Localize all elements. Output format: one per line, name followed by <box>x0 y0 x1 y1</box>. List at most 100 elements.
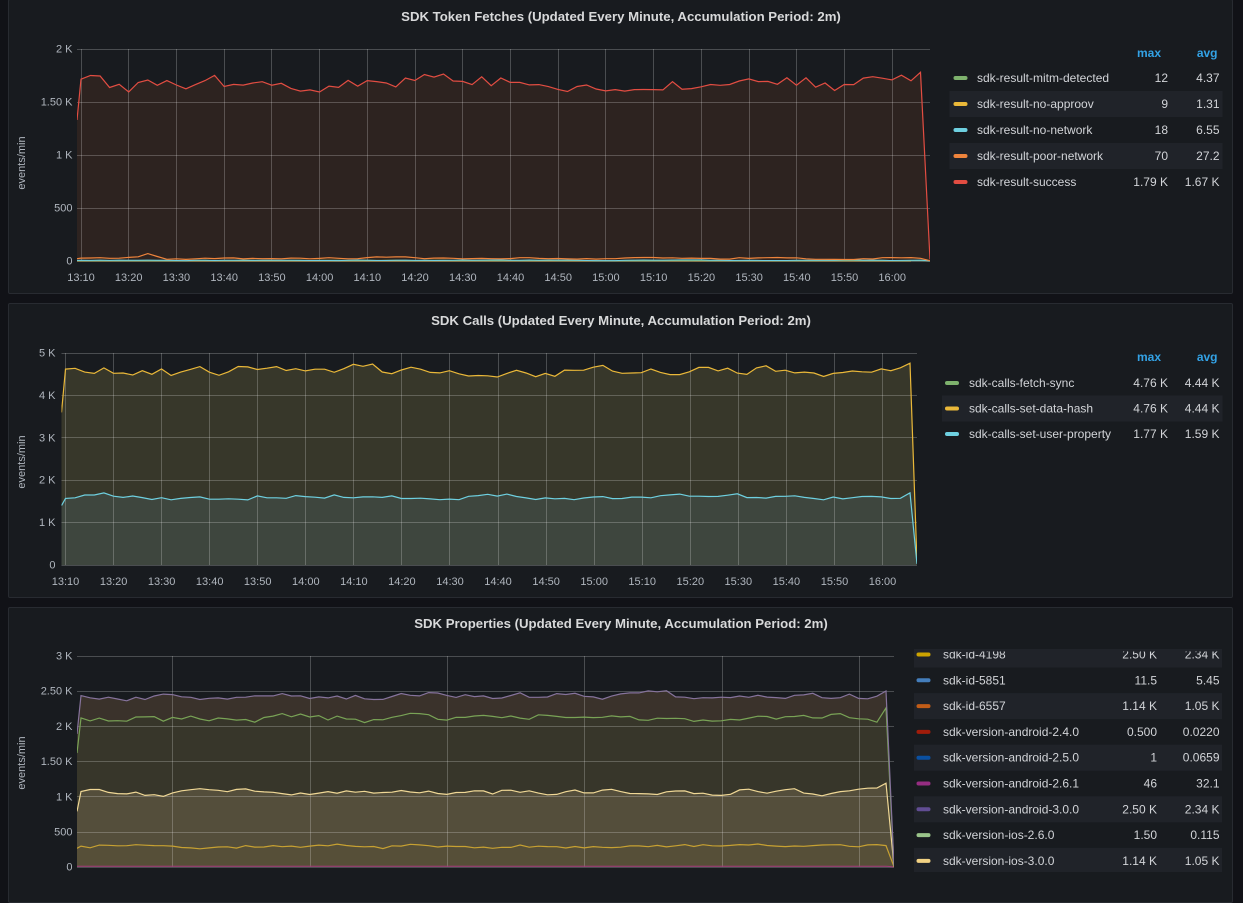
svg-text:sdk-id-4198: sdk-id-4198 <box>943 648 1006 662</box>
svg-text:sdk-id-5851: sdk-id-5851 <box>943 673 1006 687</box>
svg-text:500: 500 <box>54 827 72 839</box>
svg-text:1.50: 1.50 <box>1134 828 1158 842</box>
svg-text:14:30: 14:30 <box>436 576 464 588</box>
svg-text:14:00: 14:00 <box>306 272 334 284</box>
svg-text:1.50 K: 1.50 K <box>41 756 73 768</box>
svg-text:46: 46 <box>1144 777 1158 791</box>
svg-text:15:50: 15:50 <box>821 576 849 588</box>
svg-text:SDK Token Fetches (Updated Eve: SDK Token Fetches (Updated Every Minute,… <box>401 9 841 24</box>
svg-text:13:20: 13:20 <box>115 272 143 284</box>
svg-text:15:00: 15:00 <box>580 576 608 588</box>
svg-text:1.59 K: 1.59 K <box>1185 427 1220 441</box>
svg-text:1.77 K: 1.77 K <box>1133 427 1168 441</box>
svg-text:max: max <box>1137 46 1161 60</box>
svg-text:1.67 K: 1.67 K <box>1185 175 1220 189</box>
svg-text:14:20: 14:20 <box>401 272 429 284</box>
svg-text:12: 12 <box>1155 71 1169 85</box>
svg-text:13:50: 13:50 <box>258 272 286 284</box>
svg-text:2 K: 2 K <box>39 475 56 487</box>
svg-text:14:00: 14:00 <box>292 576 320 588</box>
svg-text:SDK Properties (Updated Every: SDK Properties (Updated Every Minute, Ac… <box>414 616 828 631</box>
svg-text:15:40: 15:40 <box>773 576 801 588</box>
svg-text:13:20: 13:20 <box>100 576 128 588</box>
svg-text:2 K: 2 K <box>56 721 73 733</box>
svg-text:2.50 K: 2.50 K <box>41 686 73 698</box>
svg-text:16:00: 16:00 <box>878 272 906 284</box>
svg-text:70: 70 <box>1155 149 1169 163</box>
svg-text:0.0220: 0.0220 <box>1183 725 1220 739</box>
svg-text:14:50: 14:50 <box>544 272 572 284</box>
svg-text:1.14 K: 1.14 K <box>1122 854 1157 868</box>
svg-text:13:30: 13:30 <box>148 576 176 588</box>
svg-text:2.50 K: 2.50 K <box>1122 802 1157 816</box>
svg-text:15:10: 15:10 <box>628 576 656 588</box>
svg-text:1 K: 1 K <box>56 150 73 162</box>
svg-text:14:10: 14:10 <box>340 576 368 588</box>
svg-text:3 K: 3 K <box>56 651 73 663</box>
svg-text:avg: avg <box>1197 46 1218 60</box>
svg-text:sdk-id-6557: sdk-id-6557 <box>943 699 1006 713</box>
svg-text:0.0659: 0.0659 <box>1183 751 1220 765</box>
svg-text:11.5: 11.5 <box>1135 673 1158 687</box>
svg-text:sdk-version-android-3.0.0: sdk-version-android-3.0.0 <box>943 802 1079 816</box>
svg-text:events/min: events/min <box>16 136 28 189</box>
svg-text:18: 18 <box>1155 123 1169 137</box>
svg-text:sdk-result-poor-network: sdk-result-poor-network <box>977 149 1104 163</box>
svg-text:5 K: 5 K <box>39 348 56 360</box>
svg-text:15:20: 15:20 <box>677 576 705 588</box>
svg-text:15:30: 15:30 <box>735 272 763 284</box>
svg-text:4.37: 4.37 <box>1196 71 1220 85</box>
svg-text:1.05 K: 1.05 K <box>1185 854 1220 868</box>
svg-text:sdk-result-success: sdk-result-success <box>977 175 1076 189</box>
svg-text:sdk-result-no-network: sdk-result-no-network <box>977 123 1093 137</box>
svg-text:3 K: 3 K <box>39 432 56 444</box>
svg-text:4.76 K: 4.76 K <box>1133 402 1168 416</box>
svg-text:sdk-version-ios-3.0.0: sdk-version-ios-3.0.0 <box>943 854 1055 868</box>
svg-text:2 K: 2 K <box>56 44 73 56</box>
svg-text:1.79 K: 1.79 K <box>1133 175 1168 189</box>
svg-text:14:10: 14:10 <box>354 272 382 284</box>
svg-text:1 K: 1 K <box>56 791 73 803</box>
svg-text:14:30: 14:30 <box>449 272 477 284</box>
svg-text:4.44 K: 4.44 K <box>1185 402 1220 416</box>
svg-text:9: 9 <box>1161 97 1168 111</box>
svg-text:13:10: 13:10 <box>52 576 80 588</box>
svg-text:sdk-version-ios-2.6.0: sdk-version-ios-2.6.0 <box>943 828 1055 842</box>
svg-text:1.14 K: 1.14 K <box>1122 699 1157 713</box>
svg-text:events/min: events/min <box>16 435 28 488</box>
svg-text:sdk-version-android-2.5.0: sdk-version-android-2.5.0 <box>943 751 1079 765</box>
svg-text:0: 0 <box>66 862 72 873</box>
svg-text:1: 1 <box>1150 751 1157 765</box>
svg-text:6.55: 6.55 <box>1196 123 1220 137</box>
svg-text:15:10: 15:10 <box>640 272 668 284</box>
svg-text:16:00: 16:00 <box>869 576 897 588</box>
svg-text:15:50: 15:50 <box>831 272 859 284</box>
svg-text:13:40: 13:40 <box>210 272 238 284</box>
svg-text:15:40: 15:40 <box>783 272 811 284</box>
svg-text:4 K: 4 K <box>39 390 56 402</box>
svg-text:15:00: 15:00 <box>592 272 620 284</box>
svg-text:avg: avg <box>1197 350 1218 364</box>
svg-text:14:20: 14:20 <box>388 576 416 588</box>
svg-text:500: 500 <box>54 203 72 215</box>
svg-text:2.34 K: 2.34 K <box>1185 802 1220 816</box>
svg-text:1 K: 1 K <box>39 517 56 529</box>
svg-text:4.44 K: 4.44 K <box>1185 376 1220 390</box>
svg-text:sdk-result-mitm-detected: sdk-result-mitm-detected <box>977 71 1109 85</box>
svg-text:14:40: 14:40 <box>497 272 525 284</box>
svg-text:15:30: 15:30 <box>725 576 753 588</box>
svg-text:sdk-calls-fetch-sync: sdk-calls-fetch-sync <box>969 376 1074 390</box>
svg-text:sdk-version-android-2.6.1: sdk-version-android-2.6.1 <box>943 777 1079 791</box>
svg-text:13:50: 13:50 <box>244 576 272 588</box>
svg-text:1.05 K: 1.05 K <box>1185 699 1220 713</box>
svg-text:27.2: 27.2 <box>1196 149 1220 163</box>
svg-text:1.50 K: 1.50 K <box>41 97 73 109</box>
svg-text:SDK Calls (Updated Every Minut: SDK Calls (Updated Every Minute, Accumul… <box>431 313 811 328</box>
svg-text:0: 0 <box>49 560 55 572</box>
svg-text:13:30: 13:30 <box>163 272 191 284</box>
svg-text:14:50: 14:50 <box>532 576 560 588</box>
svg-text:max: max <box>1137 350 1161 364</box>
svg-text:13:10: 13:10 <box>67 272 95 284</box>
svg-text:sdk-result-no-approov: sdk-result-no-approov <box>977 97 1094 111</box>
svg-text:5.45: 5.45 <box>1196 673 1220 687</box>
